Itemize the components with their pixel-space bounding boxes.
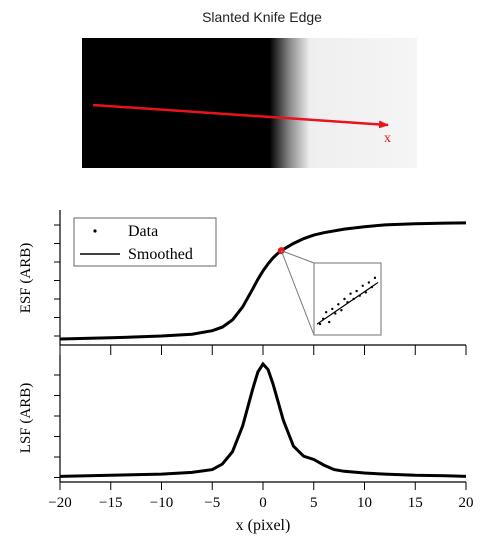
inset-data-point xyxy=(355,289,358,293)
inset-data-point xyxy=(334,312,337,315)
esf-y-label: ESF (ARB) xyxy=(18,243,34,313)
knife-edge-title: Slanted Knife Edge xyxy=(202,9,322,25)
legend-smoothed-label: Smoothed xyxy=(128,246,193,263)
lsf-x-ticks: −20 −15 −10 −5 0 5 10 15 20 xyxy=(48,482,474,511)
lsf-y-ticks xyxy=(54,374,60,478)
lsf-panel: LSF (ARB) −20 −15 −10 −5 0 5 10 15 20 x (pixel) xyxy=(18,355,474,534)
inset-data-point xyxy=(328,320,331,324)
lsf-x-tick-label: −10 xyxy=(150,495,173,511)
zoom-inset-frame xyxy=(313,262,382,336)
esf-y-ticks xyxy=(54,224,60,337)
inset-data-point xyxy=(337,303,340,306)
lsf-x-label: x (pixel) xyxy=(236,517,291,534)
arrow-x-label: x xyxy=(384,131,391,146)
lsf-x-tick-label: −5 xyxy=(204,495,220,511)
direction-arrow xyxy=(92,103,389,129)
lsf-y-label: LSF (ARB) xyxy=(18,383,34,453)
knife-edge-panel: Slanted Knife Edge x xyxy=(82,9,417,168)
esf-smoothed-line xyxy=(59,221,467,341)
inset-data-point xyxy=(318,322,322,326)
zoom-inset xyxy=(313,262,382,336)
inset-data-point xyxy=(361,284,364,287)
inset-points xyxy=(318,276,377,326)
legend-data-marker xyxy=(93,229,97,233)
lsf-x-tick-label: 20 xyxy=(459,495,474,511)
lsf-x-tick-label: −15 xyxy=(99,495,122,511)
knife-edge-image xyxy=(82,38,417,168)
inset-data-point xyxy=(340,309,343,312)
inset-data-point xyxy=(349,292,352,295)
legend-frame xyxy=(73,217,217,267)
lsf-x-tick-label: 15 xyxy=(408,495,423,511)
lsf-x-tick-label: −20 xyxy=(48,495,71,511)
inset-fit-line xyxy=(316,282,379,325)
esf-panel: ESF (ARB) Data Smoothed xyxy=(18,210,467,345)
lsf-x-tick-label: 10 xyxy=(357,495,372,511)
inset-data-point xyxy=(324,311,328,314)
zoom-line-bottom xyxy=(280,250,315,336)
inset-data-point xyxy=(367,281,371,284)
lsf-x-tick-label: 0 xyxy=(259,495,267,511)
zoom-line-top xyxy=(281,250,315,264)
inset-data-point xyxy=(331,307,334,311)
inset-data-point xyxy=(343,297,346,301)
lsf-line xyxy=(59,361,467,478)
lsf-x-tick-label: 5 xyxy=(310,495,318,511)
esf-legend: Data Smoothed xyxy=(73,217,217,267)
legend-data-label: Data xyxy=(128,223,158,240)
middle-x-ticks xyxy=(59,345,467,355)
inset-data-point xyxy=(373,276,377,280)
